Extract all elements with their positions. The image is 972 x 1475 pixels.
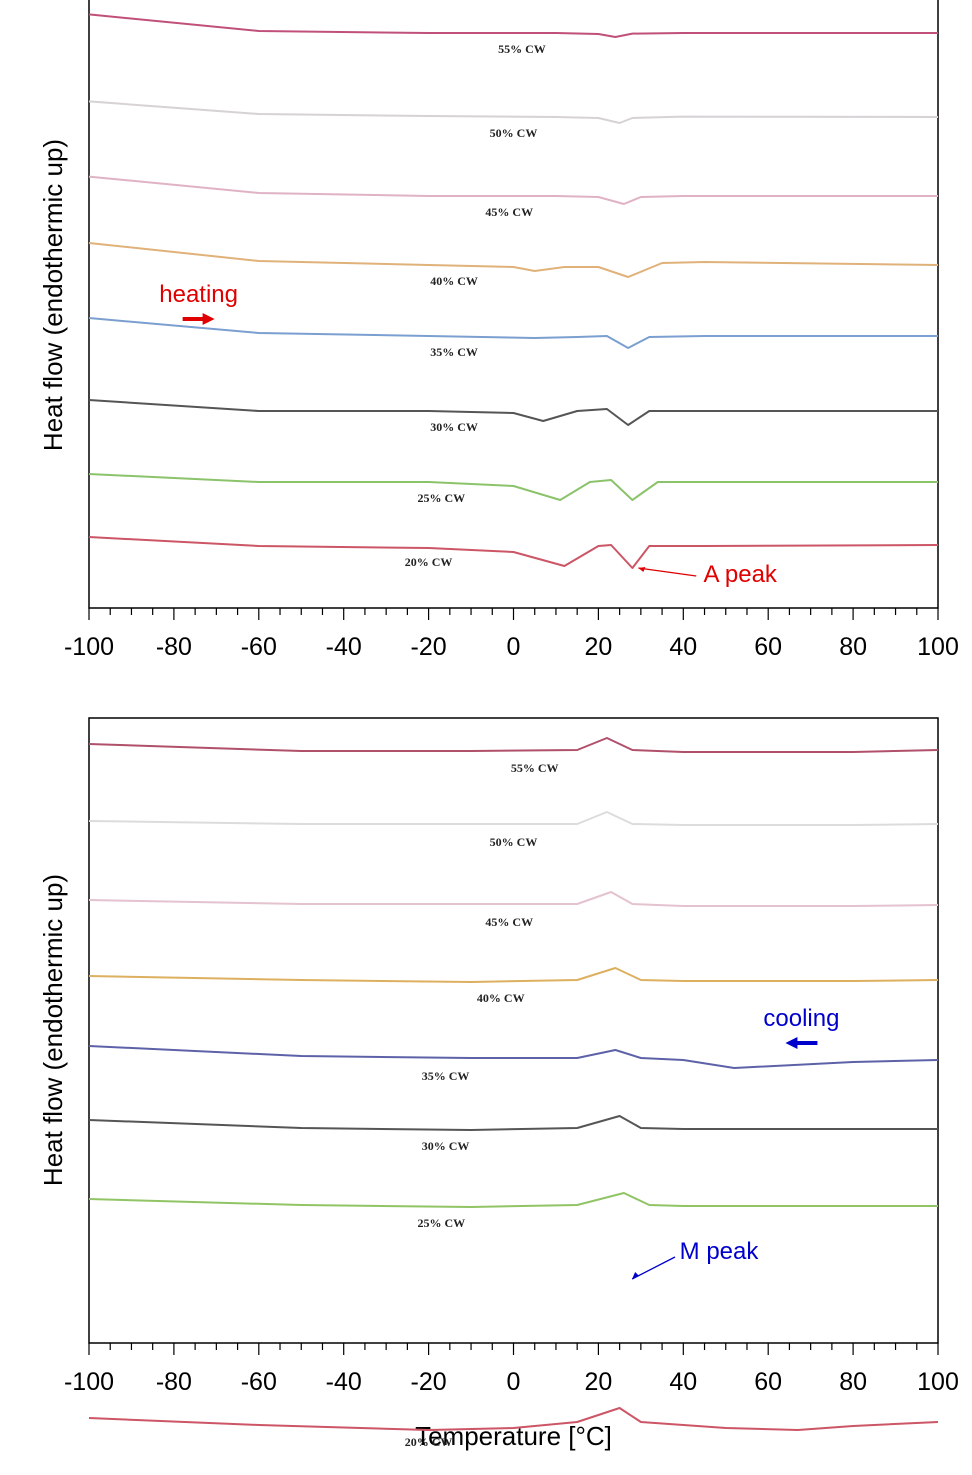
annotation-heating-label: heating (159, 281, 238, 308)
y-axis-title-heating: Heat flow (endothermic up) (38, 139, 68, 451)
series-line-cooling-2 (88, 891, 939, 907)
x-tick-label-heating: -60 (241, 633, 277, 661)
series-line-heating-4 (88, 317, 938, 349)
series-line-heating-2 (88, 175, 938, 205)
x-tick-label-heating: -80 (156, 633, 192, 661)
a-peak-pointer (638, 567, 697, 577)
series-line-cooling-1 (88, 811, 939, 826)
series-label-heating-5: 30% CW (430, 420, 478, 434)
series-line-heating-0 (88, 13, 938, 38)
y-axis-title-cooling: Heat flow (endothermic up) (38, 874, 68, 1186)
series-line-cooling-6 (88, 1192, 938, 1208)
series-line-heating-6 (88, 473, 938, 501)
x-tick-label-heating: 0 (507, 633, 521, 661)
x-tick-label-cooling: -80 (156, 1368, 192, 1396)
x-tick-label-heating: 100 (917, 633, 959, 661)
series-line-cooling-3 (88, 967, 939, 983)
series-label-cooling-4: 35% CW (422, 1069, 470, 1083)
series-line-heating-3 (88, 242, 939, 278)
heating-arrow-head (202, 313, 215, 325)
x-tick-label-cooling: -100 (64, 1368, 114, 1396)
x-tick-label-heating: 20 (584, 633, 612, 661)
series-line-heating-5 (88, 399, 938, 426)
series-label-heating-2: 45% CW (485, 205, 533, 219)
series-line-heating-1 (88, 100, 939, 124)
series-label-cooling-3: 40% CW (477, 991, 525, 1005)
series-line-cooling-5 (88, 1115, 938, 1131)
x-tick-label-heating: -40 (326, 633, 362, 661)
x-tick-label-cooling: 40 (669, 1368, 697, 1396)
series-line-cooling-4 (88, 1045, 939, 1069)
x-tick-label-cooling: 100 (917, 1368, 959, 1396)
x-tick-label-cooling: -40 (326, 1368, 362, 1396)
m-peak-pointer-head (632, 1272, 640, 1279)
x-tick-label-heating: 80 (839, 633, 867, 661)
series-label-cooling-0: 55% CW (511, 761, 559, 775)
cooling-arrow-head (785, 1037, 798, 1049)
x-tick-label-cooling: -20 (411, 1368, 447, 1396)
series-label-cooling-7: 20% CW (405, 1435, 453, 1449)
x-tick-label-heating: 60 (754, 633, 782, 661)
annotation-heating-peak-label: A peak (704, 561, 778, 588)
series-label-cooling-2: 45% CW (485, 915, 533, 929)
series-label-heating-3: 40% CW (430, 274, 478, 288)
panel-cooling: -100 -80 -60 -40 -20 0 20 40 60 80 100 Heat flow (e… (38, 717, 959, 1451)
series-line-heating-7 (88, 536, 939, 569)
series-label-cooling-5: 30% CW (422, 1139, 470, 1153)
x-tick-label-cooling: 0 (507, 1368, 521, 1396)
series-label-cooling-6: 25% CW (417, 1216, 465, 1230)
x-tick-label-heating: -100 (64, 633, 114, 661)
annotation-cooling-label: cooling (763, 1005, 839, 1032)
x-tick-label-cooling: 60 (754, 1368, 782, 1396)
series-line-cooling-7 (88, 1407, 939, 1431)
panel-heating: -100 -80 -60 -40 -20 0 20 40 60 80 100 Heat flow (e… (38, 0, 959, 661)
series-label-cooling-1: 50% CW (490, 835, 538, 849)
x-tick-label-cooling: -60 (241, 1368, 277, 1396)
series-label-heating-0: 55% CW (498, 42, 546, 56)
series-label-heating-7: 20% CW (405, 555, 453, 569)
annotation-cooling-peak-label: M peak (680, 1238, 760, 1265)
x-tick-label-heating: 40 (669, 633, 697, 661)
series-line-cooling-0 (88, 737, 939, 753)
series-label-heating-4: 35% CW (430, 345, 478, 359)
x-axis-title-cooling: Temperature [°C] (415, 1421, 612, 1451)
x-tick-label-heating: -20 (411, 633, 447, 661)
x-tick-label-cooling: 80 (839, 1368, 867, 1396)
x-tick-label-cooling: 20 (584, 1368, 612, 1396)
series-label-heating-6: 25% CW (417, 491, 465, 505)
m-peak-pointer (631, 1256, 676, 1280)
series-label-heating-1: 50% CW (490, 126, 538, 140)
a-peak-pointer-head (638, 567, 646, 572)
